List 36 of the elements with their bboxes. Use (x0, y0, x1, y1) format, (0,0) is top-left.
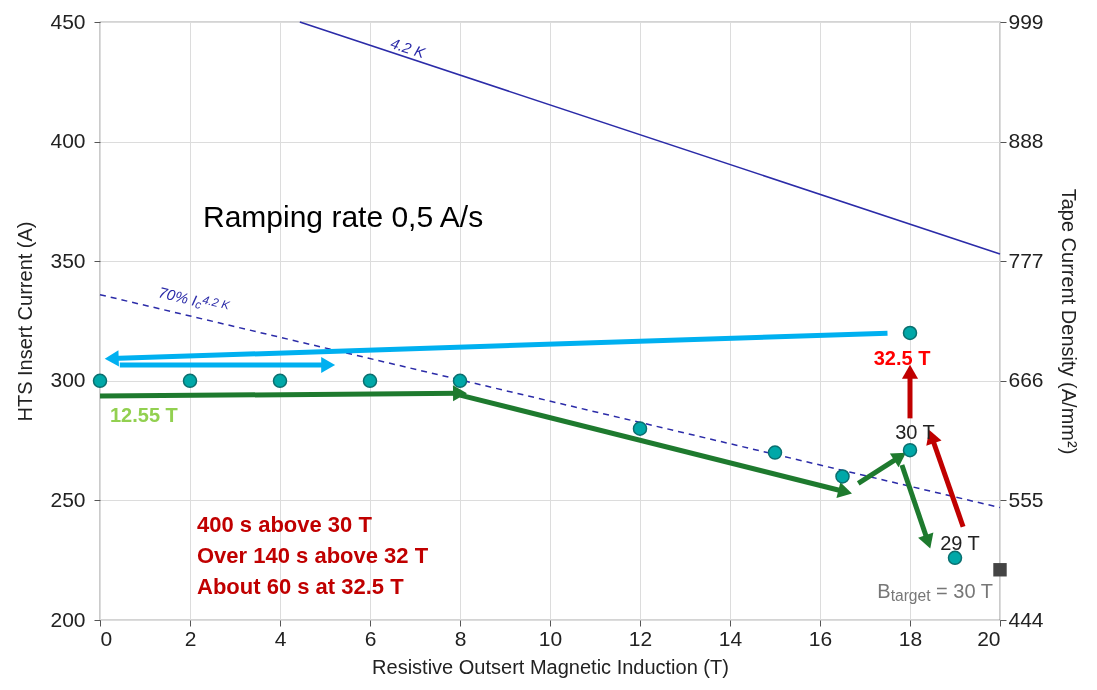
annotation: Ramping rate 0,5 A/s (203, 200, 484, 233)
x-tick-label: 20 (977, 626, 1001, 650)
y2-tick-label: 999 (1008, 9, 1044, 33)
y2-axis-title: Tape Current Density (A/mm²) (1057, 188, 1080, 455)
x-tick-label: 2 (184, 626, 197, 650)
y2-tick-label: 444 (1008, 607, 1044, 631)
y-axis-title: HTS Insert Current (A) (14, 221, 37, 422)
y-tick-label: 300 (50, 368, 86, 392)
x-tick-label: 0 (100, 626, 113, 650)
x-tick-label: 16 (808, 626, 833, 650)
annotation: 400 s above 30 T (197, 512, 373, 537)
annotation: Over 140 s above 32 T (197, 543, 429, 568)
annotation: B$_{target}$ = 30 T (877, 579, 993, 604)
y-tick-label: 250 (50, 487, 86, 511)
text: 4.2 K (388, 34, 429, 62)
x-tick-label: 10 (538, 626, 563, 650)
x-tick-label: 4 (274, 626, 287, 650)
x-axis-title: Resistive Outsert Magnetic Induction (T) (372, 655, 729, 678)
x-tick-label: 8 (454, 626, 467, 650)
y-tick-label: 350 (50, 248, 86, 272)
y-tick-label: 400 (50, 129, 86, 153)
annotation: 12.55 T (110, 403, 178, 426)
annotation: About 60 s at 32.5 T (197, 574, 405, 599)
x-tick-label: 12 (628, 626, 653, 650)
x-tick-label: 18 (898, 626, 923, 650)
y-tick-label: 200 (50, 607, 86, 631)
annotation: 32.5 T (873, 346, 931, 369)
annotation: 29 T (940, 531, 980, 554)
annotation: 30 T (895, 421, 935, 444)
x-tick-label: 14 (718, 626, 743, 650)
y2-tick-label: 555 (1008, 487, 1044, 511)
y2-tick-label: 888 (1008, 129, 1044, 153)
y2-tick-label: 666 (1008, 368, 1044, 392)
y2-tick-label: 777 (1008, 248, 1044, 272)
y-tick-label: 450 (50, 9, 86, 33)
x-tick-label: 6 (364, 626, 377, 650)
